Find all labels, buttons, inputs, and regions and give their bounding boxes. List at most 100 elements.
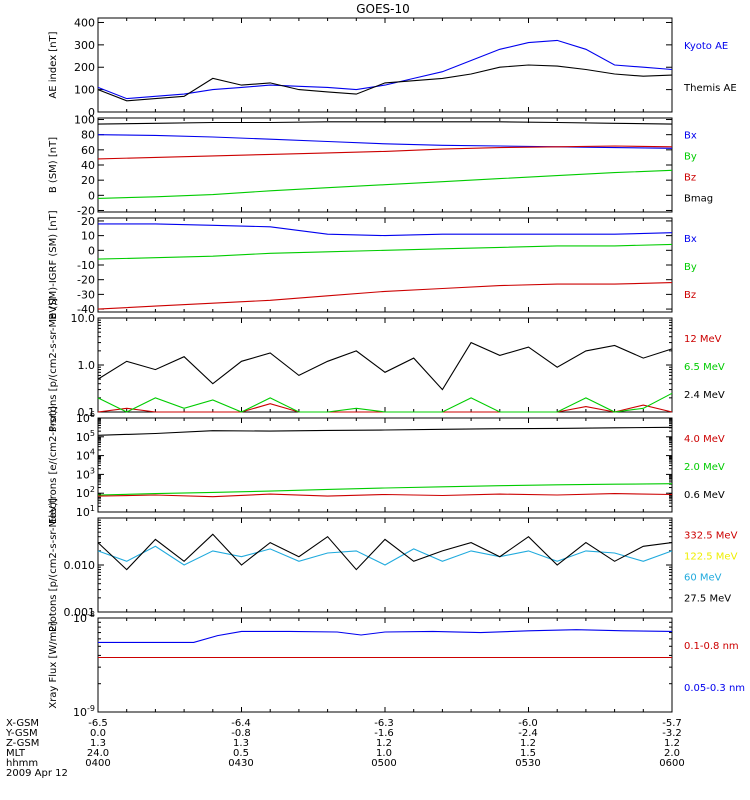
- ephemeris-value: -5.7: [662, 718, 682, 729]
- y-tick-label: 0.010: [64, 559, 96, 572]
- ephemeris-value: 0400: [85, 758, 110, 769]
- y-tick-label: 0: [88, 106, 95, 119]
- legend-label: 0.6 MeV: [684, 490, 725, 501]
- date-label: 2009 Apr 12: [6, 768, 68, 779]
- y-tick-label: 0.001: [64, 606, 96, 619]
- ephemeris-value: 1.2: [376, 738, 392, 749]
- y-tick-label: 100: [74, 114, 95, 127]
- y-tick-label: 100: [74, 84, 95, 97]
- series-line-3: [97, 121, 673, 125]
- ephemeris-value: -2.4: [518, 728, 538, 739]
- ephemeris-value: -6.0: [518, 718, 538, 729]
- y-tick-label: 106: [76, 410, 95, 425]
- ephemeris-row-label: X-GSM: [6, 718, 39, 729]
- ephemeris-value: 0530: [515, 758, 540, 769]
- series-line-2: [97, 145, 673, 160]
- panel-0: 0 100 200 300 400 AE index [nT] Kyoto AE Themis…: [48, 16, 737, 119]
- series-line-1: [98, 629, 673, 643]
- series-line-2: [97, 545, 673, 566]
- series-line-1: [97, 64, 673, 102]
- y-axis-label: B (SM)-IGRF (SM) [nT]: [48, 210, 59, 319]
- ephemeris-value: -6.4: [231, 718, 251, 729]
- legend-label: 6.5 MeV: [684, 362, 725, 373]
- ephemeris-value: 1.0: [376, 748, 392, 759]
- series-line-1: [97, 169, 673, 199]
- ephemeris-value: -1.6: [374, 728, 394, 739]
- series-line-1: [97, 392, 673, 413]
- series-line-1: [97, 483, 673, 496]
- ephemeris-value: 2.0: [664, 748, 680, 759]
- y-tick-label: 104: [76, 448, 95, 463]
- y-tick-label: -40: [77, 303, 95, 316]
- figure-title: GOES-10: [356, 2, 410, 16]
- legend-label: Bz: [684, 173, 696, 184]
- series-line-0: [98, 223, 673, 237]
- y-tick-label: 20: [81, 215, 95, 228]
- y-tick-label: 40: [81, 159, 95, 172]
- y-tick-label: -20: [77, 204, 95, 217]
- legend-label: 60 MeV: [684, 573, 722, 584]
- y-tick-label: -10: [77, 259, 95, 272]
- panel-2: -40 -30-20 -10 010 20 B (SM)-IGRF (SM) [nT] Bx…: [48, 210, 697, 319]
- y-tick-label: -20: [77, 274, 95, 287]
- ephemeris-value: -0.8: [231, 728, 251, 739]
- legend-label: Bx: [684, 234, 697, 245]
- ephemeris-row-label: MLT: [6, 748, 26, 759]
- y-tick-label: 101: [76, 504, 95, 519]
- y-tick-label: 60: [81, 144, 95, 157]
- y-tick-label: 10-9: [73, 704, 95, 719]
- series-line-0: [97, 39, 673, 100]
- series-line-2: [97, 282, 673, 310]
- series-line-2: [97, 341, 673, 391]
- y-tick-label: 0.1: [78, 406, 96, 419]
- ephemeris-value: 0430: [228, 758, 253, 769]
- y-tick-label: 1.0: [78, 359, 96, 372]
- series-line-0: [97, 493, 673, 498]
- ephemeris-value: -6.3: [374, 718, 394, 729]
- y-tick-label: 400: [74, 16, 95, 29]
- ephemeris-value: -6.5: [88, 718, 108, 729]
- series-line-1: [97, 243, 673, 260]
- y-tick-label: 105: [76, 429, 95, 444]
- y-tick-label: 102: [76, 485, 95, 500]
- legend-label: Bz: [684, 290, 696, 301]
- legend-label: 2.0 MeV: [684, 462, 725, 473]
- y-tick-label: 10.0: [71, 312, 96, 325]
- y-axis-label: Protons [p/(cm2-s-sr-MeV)]: [48, 498, 59, 632]
- y-tick-label: 10-8: [73, 610, 95, 625]
- legend-label: Bx: [684, 131, 697, 142]
- ephemeris-value: 1.5: [520, 748, 536, 759]
- legend-label: By: [684, 262, 697, 273]
- ephemeris-value: 0.0: [90, 728, 106, 739]
- ephemeris-table: X-GSMY-GSMZ-GSMMLThhmm-6.50.01.324.00400…: [5, 718, 685, 769]
- ephemeris-value: 1.3: [233, 738, 249, 749]
- y-axis-label: AE index [nT]: [48, 31, 59, 98]
- y-tick-label: 300: [74, 39, 95, 52]
- plot-frame: [97, 17, 673, 113]
- series-line-3: [97, 533, 673, 571]
- ephemeris-value: -3.2: [662, 728, 682, 739]
- legend-label: 0.05-0.3 nm: [684, 683, 745, 694]
- ephemeris-row-label: Y-GSM: [5, 728, 38, 739]
- legend-label: 12 MeV: [684, 334, 722, 345]
- plot-frame: [97, 217, 673, 313]
- y-axis-label: Xray Flux [W/m2]: [48, 621, 59, 708]
- ephemeris-row-label: hhmm: [6, 758, 38, 769]
- y-tick-label: 0: [88, 189, 95, 202]
- panel-1: -20 0 20 40 60 80 100 B (SM) [nT] Bx By Bz Bmag: [48, 114, 713, 218]
- ephemeris-value: 1.2: [520, 738, 536, 749]
- legend-label: 27.5 MeV: [684, 594, 731, 605]
- ephemeris-value: 1.3: [90, 738, 106, 749]
- ephemeris-value: 0.5: [233, 748, 249, 759]
- y-tick-label: 103: [76, 466, 95, 481]
- legend-label: 332.5 MeV: [684, 531, 738, 542]
- legend-label: 122.5 MeV: [684, 552, 738, 563]
- ephemeris-value: 0600: [659, 758, 684, 769]
- plot-frame: [97, 117, 673, 213]
- panel-6: 10-9 10-8 Xray Flux [W/m2] 0.1-0.8 nm 0.05-0…: [48, 610, 745, 719]
- legend-label: Themis AE: [683, 83, 737, 94]
- y-tick-label: 10: [81, 230, 95, 243]
- y-tick-label: 80: [81, 129, 95, 142]
